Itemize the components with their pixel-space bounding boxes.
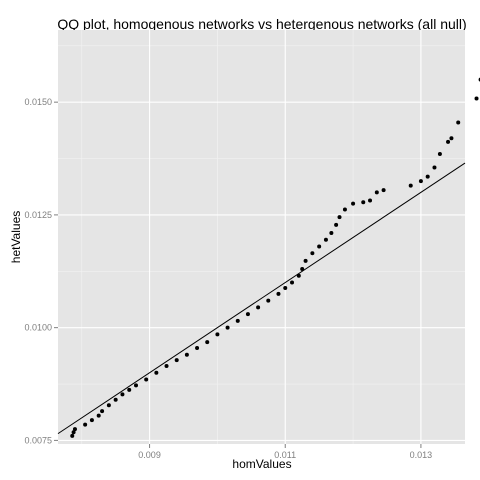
data-point xyxy=(361,200,366,205)
reference-line xyxy=(57,162,466,435)
data-point xyxy=(70,433,75,438)
data-point xyxy=(266,298,271,303)
data-point xyxy=(106,403,111,408)
data-point xyxy=(235,318,240,323)
data-point xyxy=(408,183,413,188)
data-point xyxy=(71,430,76,435)
data-point xyxy=(337,215,342,220)
data-point xyxy=(317,244,322,249)
reference-line-group xyxy=(57,162,466,435)
data-point xyxy=(449,136,454,141)
data-point xyxy=(283,285,288,290)
data-point xyxy=(89,418,94,423)
data-point xyxy=(342,207,347,212)
data-point xyxy=(174,358,179,363)
data-point xyxy=(134,383,139,388)
data-point xyxy=(195,345,200,350)
data-point xyxy=(329,230,334,235)
data-point xyxy=(300,267,305,272)
data-point xyxy=(164,363,169,368)
data-point xyxy=(184,352,189,357)
data-point xyxy=(446,139,451,144)
x-axis-ticks: 0.009 0.011 0.013 xyxy=(138,444,432,460)
data-point xyxy=(303,258,308,263)
y-tick-label: 0.0150 xyxy=(24,97,52,107)
data-point xyxy=(374,190,379,195)
data-point xyxy=(437,152,442,157)
data-point xyxy=(418,179,423,184)
data-point xyxy=(100,409,105,414)
data-point xyxy=(310,251,315,256)
data-point xyxy=(154,370,159,375)
data-point xyxy=(381,188,386,193)
data-point xyxy=(120,392,125,397)
data-point xyxy=(432,165,437,170)
data-point xyxy=(323,237,328,242)
x-axis-title: homValues xyxy=(232,457,291,471)
data-point xyxy=(368,198,373,203)
y-axis-title: hetValues xyxy=(9,211,23,263)
x-tick-label: 0.013 xyxy=(410,450,433,460)
y-tick-label: 0.0100 xyxy=(24,323,52,333)
x-tick-label: 0.009 xyxy=(138,450,161,460)
data-point xyxy=(351,201,356,206)
plot-panel xyxy=(58,30,465,444)
data-point xyxy=(225,325,230,330)
data-point xyxy=(96,413,101,418)
data-point xyxy=(296,273,301,278)
data-point xyxy=(113,397,118,402)
y-axis-ticks: 0.0075 0.0100 0.0125 0.0150 xyxy=(24,97,58,445)
data-point xyxy=(256,305,261,310)
data-point xyxy=(144,377,149,382)
data-point xyxy=(215,332,220,337)
data-point xyxy=(127,387,132,392)
data-point xyxy=(425,174,430,179)
data-point xyxy=(83,422,88,427)
data-point xyxy=(205,340,210,345)
data-point xyxy=(245,312,250,317)
x-tick-label: 0.011 xyxy=(274,450,296,460)
chart-title: QQ plot, homogenous networks vs hetergen… xyxy=(57,16,466,32)
data-point xyxy=(456,120,461,125)
data-point xyxy=(276,291,281,296)
data-points xyxy=(70,77,480,438)
data-point xyxy=(474,96,479,101)
data-point xyxy=(72,427,77,432)
y-tick-label: 0.0075 xyxy=(24,435,52,445)
y-tick-label: 0.0125 xyxy=(24,210,52,220)
data-point xyxy=(334,222,339,227)
data-point xyxy=(290,280,295,285)
grid-lines xyxy=(58,30,465,444)
